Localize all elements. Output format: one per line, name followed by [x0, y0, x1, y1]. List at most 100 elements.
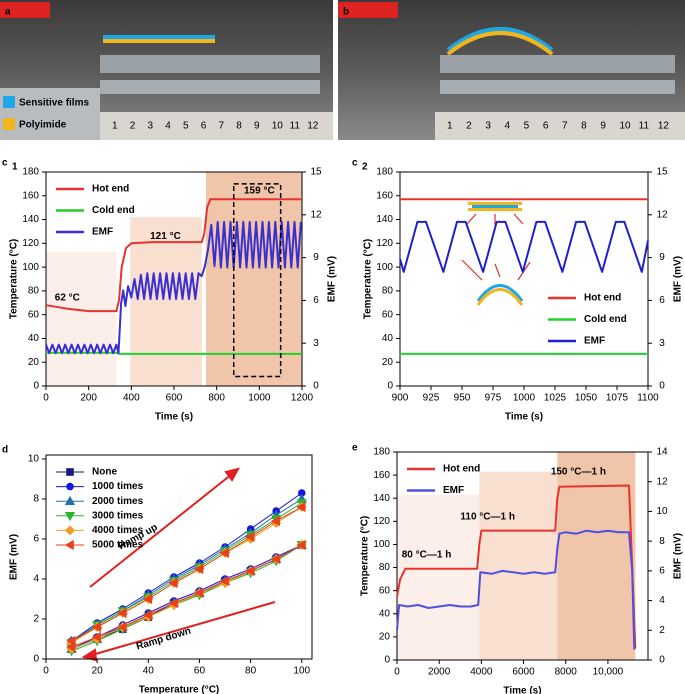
x-axis-title: Temperature (°C) — [139, 685, 220, 694]
ruler-label: 2 — [130, 121, 136, 132]
annotation: 62 °C — [55, 293, 80, 304]
ruler-label: 12 — [307, 121, 319, 132]
x-axis-title: Time (s) — [505, 412, 543, 423]
annotation: 159 °C — [244, 186, 275, 197]
marker — [117, 621, 127, 633]
ruler-label: 3 — [485, 121, 491, 132]
film — [103, 35, 215, 39]
marker — [245, 531, 255, 543]
x-tick-label: 10,000 — [593, 667, 624, 678]
clip — [338, 2, 398, 18]
x-tick-label: 1000 — [248, 393, 271, 404]
ruler-label: 1 — [447, 121, 453, 132]
y-tick-label: 10 — [28, 454, 40, 465]
annotation: 80 °C—1 h — [402, 549, 452, 560]
marker — [245, 565, 255, 577]
y2-tick-label: 14 — [656, 447, 668, 458]
rail — [440, 80, 675, 94]
ruler-label: 10 — [272, 121, 284, 132]
y-tick-label: 60 — [28, 309, 40, 320]
y2-tick-label: 0 — [659, 381, 665, 392]
y-tick-label: 60 — [382, 309, 394, 320]
y2-tick-label: 12 — [656, 209, 668, 220]
y-tick-label: 180 — [376, 167, 393, 178]
ruler-label: 11 — [639, 121, 650, 132]
annotation: 110 °C—1 h — [460, 511, 515, 522]
ruler-label: 3 — [148, 121, 154, 132]
legend-label: None — [92, 467, 117, 478]
y-tick-label: 120 — [22, 238, 39, 249]
ruler-label: 2 — [466, 121, 472, 132]
series-line — [45, 198, 302, 313]
y-tick-label: 100 — [22, 262, 39, 273]
x-tick-label: 80 — [245, 666, 257, 677]
plot-frame — [396, 451, 649, 661]
legend-label: Polyimide — [19, 120, 67, 131]
ruler-label: 7 — [219, 121, 225, 132]
marker — [64, 525, 76, 536]
y2-tick-label: 15 — [310, 167, 322, 178]
y-tick-label: 8 — [33, 494, 39, 505]
panel-sub: 1 — [12, 162, 18, 173]
x-tick-label: 1200 — [291, 393, 314, 404]
series-line — [71, 492, 303, 650]
band — [397, 494, 480, 660]
panel-label: c — [2, 158, 8, 169]
y2-tick-label: 8 — [659, 536, 665, 547]
y2-tick-label: 3 — [313, 338, 319, 349]
marker — [270, 553, 280, 565]
ruler-label: 10 — [620, 121, 632, 132]
film — [103, 39, 215, 43]
annotation: Ramp down — [135, 626, 192, 653]
band — [130, 217, 202, 386]
y-tick-label: 0 — [384, 655, 390, 666]
x-tick-label: 950 — [454, 393, 471, 404]
legend-label: Hot end — [443, 464, 480, 475]
x-tick-label: 6000 — [512, 667, 535, 678]
legend-label: 3000 times — [92, 510, 144, 521]
y-tick-label: 60 — [379, 585, 391, 596]
ruler-label: 7 — [562, 121, 568, 132]
band — [46, 251, 117, 386]
y-tick-label: 80 — [28, 286, 40, 297]
series-line — [71, 502, 303, 652]
ruler — [435, 112, 685, 140]
rail — [440, 55, 675, 73]
y2-tick-label: 6 — [313, 295, 319, 306]
y-tick-label: 0 — [33, 654, 39, 665]
clip — [0, 2, 50, 18]
y-tick-label: 180 — [22, 167, 39, 178]
marker — [91, 621, 101, 633]
y-tick-label: 20 — [382, 357, 394, 368]
marker — [219, 575, 229, 587]
marker — [117, 607, 127, 619]
panel-label: e — [352, 443, 358, 454]
bent-film — [446, 27, 554, 52]
legend-label: Hot end — [92, 184, 129, 195]
x-tick-label: 2000 — [428, 667, 451, 678]
strip — [472, 205, 518, 208]
panel-sub: 2 — [362, 162, 368, 173]
legend-swatch — [3, 96, 15, 108]
y-tick-label: 80 — [379, 562, 391, 573]
marker — [66, 482, 74, 491]
panel-label: d — [2, 445, 8, 456]
legend-label: EMF — [92, 227, 113, 238]
y-tick-label: 6 — [33, 534, 39, 545]
ruler — [100, 112, 333, 140]
y-tick-label: 100 — [376, 262, 393, 273]
y-tick-label: 0 — [33, 381, 39, 392]
marker — [64, 495, 76, 505]
bent-film — [446, 31, 554, 56]
y-tick-label: 4 — [33, 574, 39, 585]
marker — [91, 631, 101, 643]
marker — [219, 547, 229, 559]
marker — [194, 563, 204, 575]
marker — [296, 539, 306, 551]
series-line — [396, 484, 637, 649]
y2-tick-label: 15 — [656, 167, 668, 178]
ruler-label: 8 — [236, 121, 242, 132]
y2-axis-title: EMF (mV) — [673, 533, 684, 579]
rail — [100, 80, 320, 94]
